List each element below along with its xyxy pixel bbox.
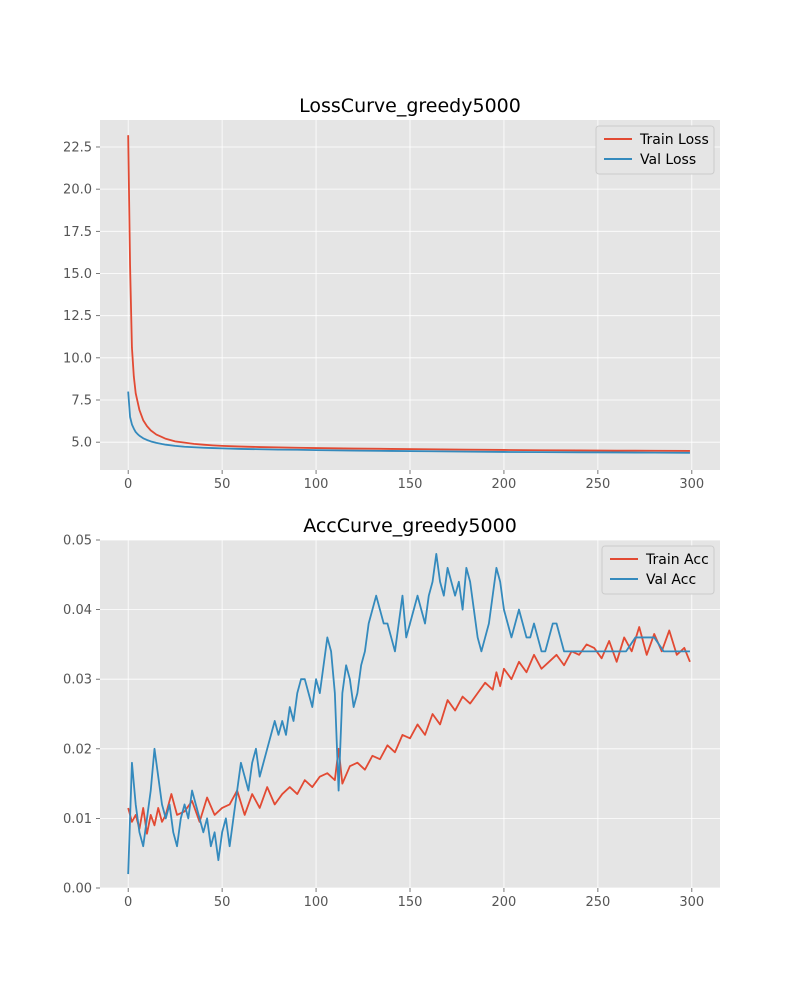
series-line-train-loss — [127, 135, 690, 452]
y-tick-label: 0.02 — [63, 742, 92, 757]
legend-label-train-acc: Train Acc — [645, 552, 709, 568]
x-tick-label: 50 — [214, 477, 231, 492]
y-tick-label: 15.0 — [63, 267, 92, 282]
loss-chart-title: LossCurve_greedy5000 — [299, 95, 521, 117]
loss-lines — [127, 135, 690, 454]
loss-chart: 0 50 100 150 200 250 300 5.0 7.5 10.0 12.5 15.0 17.5… — [63, 95, 720, 492]
x-tick-label: 250 — [585, 895, 610, 910]
acc-chart-title: AccCurve_greedy5000 — [303, 515, 517, 537]
x-tick-label: 200 — [492, 477, 517, 492]
x-tick-label: 50 — [214, 895, 231, 910]
y-tick-label: 17.5 — [63, 225, 92, 240]
y-tick-label: 0.04 — [63, 603, 92, 618]
y-tick-label: 7.5 — [71, 394, 92, 409]
x-tick-label: 250 — [585, 477, 610, 492]
x-tick-label: 0 — [124, 895, 132, 910]
x-tick-label: 100 — [304, 477, 329, 492]
y-tick-label: 0.01 — [63, 812, 92, 827]
acc-grid — [100, 539, 720, 889]
y-tick-label: 10.0 — [63, 351, 92, 366]
legend-label-val-acc: Val Acc — [646, 572, 696, 588]
series-line-val-acc — [127, 553, 690, 875]
acc-legend: Train Acc Val Acc — [601, 545, 715, 595]
legend-label-val-loss: Val Loss — [640, 152, 696, 168]
x-tick-label: 200 — [492, 895, 517, 910]
acc-chart: 0 50 100 150 200 250 300 0.00 0.01 0.02 0.03 0.04 0.… — [63, 515, 720, 910]
x-tick-label: 300 — [679, 477, 704, 492]
x-tick-label: 300 — [679, 895, 704, 910]
y-tick-label: 0.00 — [63, 882, 92, 897]
y-tick-label: 12.5 — [63, 309, 92, 324]
y-tick-label: 0.03 — [63, 673, 92, 688]
loss-grid — [100, 120, 720, 470]
x-tick-label: 150 — [398, 895, 423, 910]
x-tick-label: 0 — [124, 477, 132, 492]
x-tick-label: 150 — [398, 477, 423, 492]
loss-legend: Train Loss Val Loss — [595, 125, 715, 175]
acc-ticks: 0 50 100 150 200 250 300 0.00 0.01 0.02 0.03 0.04 0.… — [63, 534, 704, 911]
y-tick-label: 22.5 — [63, 140, 92, 155]
loss-ticks: 0 50 100 150 200 250 300 5.0 7.5 10.0 12.5 15.0 17.5… — [63, 140, 704, 492]
y-tick-label: 5.0 — [71, 436, 92, 451]
legend-label-train-loss: Train Loss — [639, 132, 709, 148]
series-line-val-loss — [127, 391, 690, 454]
acc-lines — [127, 553, 691, 875]
x-tick-label: 100 — [304, 895, 329, 910]
y-tick-label: 20.0 — [63, 183, 92, 198]
y-tick-label: 0.05 — [63, 534, 92, 549]
